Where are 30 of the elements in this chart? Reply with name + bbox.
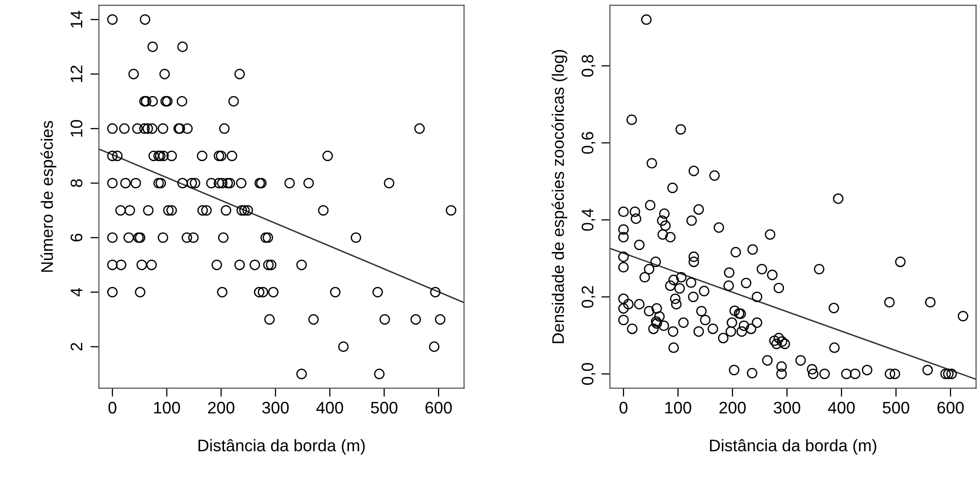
y-tick-label: 0,8 (582, 54, 596, 77)
y-tick-label: 0,0 (582, 362, 596, 385)
x-axis-title: Distância da borda (m) (710, 439, 876, 455)
y-tick-label: 4 (70, 288, 82, 296)
y-tick-label: 12 (70, 66, 82, 82)
y-tick-label: 14 (70, 10, 82, 28)
x-tick-label: 100 (665, 402, 692, 414)
y-tick-label: 2 (70, 342, 82, 350)
x-tick-label: 600 (937, 402, 964, 414)
x-axis-title: Distância da borda (m) (198, 439, 365, 455)
y-tick-label: 6 (70, 234, 82, 242)
x-tick-label: 400 (316, 402, 344, 414)
y-axis-title: Número de espécies (40, 120, 56, 272)
y-tick-label: 10 (70, 120, 82, 137)
x-tick-label: 200 (719, 402, 746, 414)
x-tick-label: 0 (620, 402, 628, 414)
x-tick-label: 300 (262, 402, 289, 414)
y-tick-label: 0,4 (582, 208, 596, 231)
x-tick-label: 100 (154, 402, 180, 414)
x-tick-label: 400 (828, 402, 855, 414)
x-tick-label: 500 (882, 402, 910, 414)
y-tick-label: 0,6 (582, 132, 596, 154)
x-tick-label: 200 (208, 402, 234, 414)
y-axis-title: Densidade de espécies zoocóricas (log) (552, 50, 568, 344)
x-tick-label: 600 (425, 402, 452, 414)
x-tick-label: 300 (774, 402, 800, 414)
x-tick-label: 500 (370, 402, 398, 414)
y-tick-label: 0,2 (582, 286, 596, 308)
x-tick-label: 0 (108, 402, 116, 414)
y-tick-label: 8 (70, 179, 82, 188)
